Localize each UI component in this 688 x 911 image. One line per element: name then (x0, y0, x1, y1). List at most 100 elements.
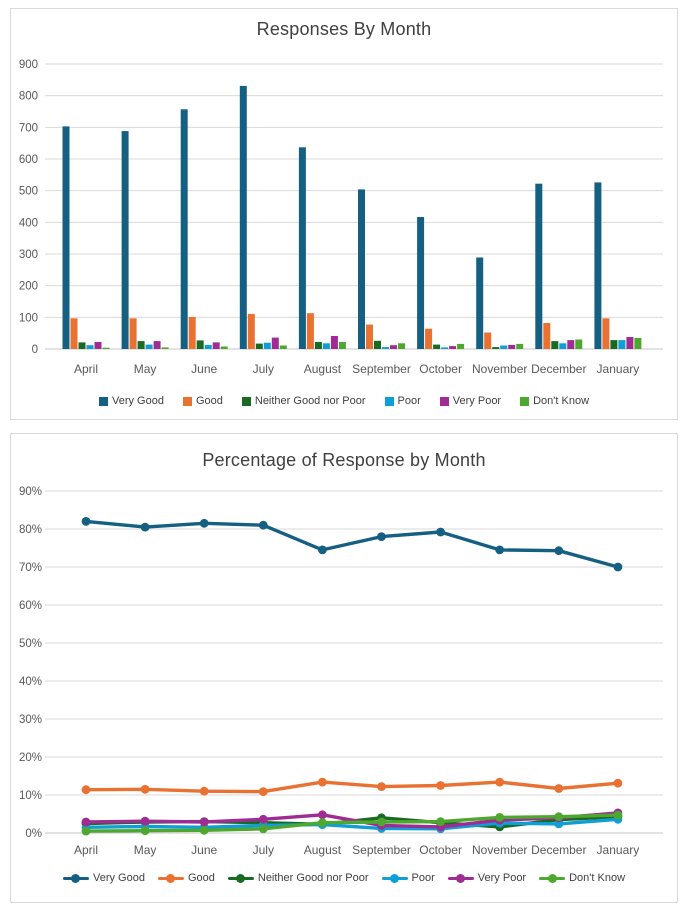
legend-swatch-poor (381, 873, 408, 883)
legend-label: Neither Good nor Poor (254, 395, 366, 407)
x-tick-label: August (304, 843, 342, 857)
y-tick-label: 30% (19, 714, 42, 726)
legend-item-very-good: Very Good (62, 872, 145, 884)
marker-good (495, 777, 505, 787)
x-tick-label: October (419, 362, 462, 376)
x-tick-label: January (597, 843, 640, 857)
bar-chart-canvas[interactable]: 0 100 200 300 400 500 600 700 800 900 April May June… (11, 43, 677, 389)
legend-item-good: Good (157, 872, 215, 884)
marker-very-good (436, 527, 445, 537)
bar-good (484, 332, 492, 349)
bar-neither-good-nor-poor (255, 343, 263, 349)
y-tick-label: 600 (19, 154, 38, 166)
marker-very-poor (81, 817, 91, 827)
x-tick-label: July (253, 362, 274, 376)
bar-very-good (476, 257, 484, 349)
line-chart-card: Percentage of Response by Month 0% 10% 20%… (10, 433, 678, 903)
bar-good (425, 328, 433, 349)
y-tick-label: 50% (19, 638, 42, 650)
legend-item-don-t-know: Don't Know (539, 872, 625, 884)
legend-swatch-poor (384, 396, 394, 406)
marker-don-t-know (81, 826, 91, 836)
x-tick-label: December (531, 362, 586, 376)
bar-don-t-know (457, 343, 465, 349)
marker-don-t-know (199, 825, 209, 835)
bar-good (129, 318, 137, 349)
y-tick-label: 700 (19, 122, 38, 134)
bar-good (366, 324, 373, 349)
marker-very-poor (258, 814, 268, 824)
bar-don-t-know (634, 337, 642, 349)
bar-neither-good-nor-poor (433, 344, 441, 349)
marker-good (613, 778, 623, 788)
line-chart-legend: Very Good Good Neither Good nor Poor Poor Ve… (11, 872, 677, 884)
line-series-good (84, 780, 620, 794)
bar-very-good (417, 217, 425, 349)
legend-swatch-don-t-know (539, 873, 566, 883)
bar-good (70, 318, 78, 349)
marker-very-good (613, 562, 623, 572)
y-tick-label: 60% (19, 600, 42, 612)
marker-don-t-know (613, 810, 623, 820)
x-tick-label: April (74, 843, 98, 857)
legend-item-poor: Poor (381, 872, 435, 884)
legend-swatch-neither-good-nor-poor (241, 396, 251, 406)
bar-very-poor (508, 344, 516, 349)
legend-swatch-very-poor (439, 396, 449, 406)
y-tick-label: 0 (32, 344, 38, 356)
bar-good (543, 323, 551, 349)
marker-very-good (81, 517, 91, 526)
bar-very-good (358, 189, 365, 349)
marker-don-t-know (377, 817, 386, 827)
bar-very-poor (449, 346, 457, 349)
bar-neither-good-nor-poor (78, 342, 86, 349)
y-tick-label: 90% (19, 486, 42, 498)
bar-very-poor (330, 336, 338, 349)
bar-don-t-know (575, 339, 583, 349)
marker-don-t-know (436, 817, 445, 826)
line-series-poor (84, 817, 620, 831)
y-tick-label: 0% (25, 828, 42, 840)
bar-poor (86, 345, 94, 349)
legend-swatch-very-good (98, 396, 108, 406)
bar-poor (441, 347, 449, 349)
marker-very-poor (140, 816, 150, 826)
bar-chart-title: Responses By Month (256, 19, 432, 39)
marker-good (436, 781, 445, 790)
bar-chart-card: Responses By Month 0 100 200 300 400 500 600 70… (10, 8, 678, 420)
marker-don-t-know (495, 813, 505, 822)
bar-very-good (62, 126, 70, 350)
marker-poor (554, 819, 564, 829)
legend-label: Good (187, 872, 215, 884)
y-tick-label: 800 (19, 91, 38, 103)
y-tick-label: 300 (19, 249, 38, 261)
bar-very-poor (271, 337, 279, 349)
marker-very-good (377, 532, 386, 541)
marker-good (81, 785, 91, 795)
bar-very-poor (626, 337, 634, 349)
bar-poor (263, 342, 271, 349)
bar-very-poor (567, 340, 575, 349)
x-tick-label: November (472, 362, 527, 376)
bar-very-poor (94, 342, 102, 349)
marker-good (377, 782, 386, 791)
line-chart-canvas[interactable]: 0% 10% 20% 30% 40% 50% 60% 70% 80% 90% April May Jun… (11, 472, 677, 868)
bar-don-t-know (279, 345, 287, 349)
marker-very-good (554, 546, 564, 556)
bar-poor (204, 344, 212, 349)
line-chart-title: Percentage of Response by Month (202, 450, 486, 470)
marker-don-t-know (318, 818, 327, 828)
x-tick-label: January (597, 362, 640, 376)
bar-poor (382, 347, 389, 349)
bar-very-good (298, 147, 306, 349)
x-tick-label: September (352, 843, 411, 857)
bar-poor (145, 344, 153, 349)
legend-item-poor: Poor (384, 395, 421, 407)
x-tick-label: May (134, 843, 157, 857)
y-tick-label: 400 (19, 217, 38, 229)
bar-don-t-know (220, 346, 228, 349)
bar-very-poor (212, 342, 220, 349)
bar-neither-good-nor-poor (551, 341, 559, 349)
marker-very-good (199, 518, 209, 528)
legend-swatch-neither-good-nor-poor (227, 873, 254, 883)
